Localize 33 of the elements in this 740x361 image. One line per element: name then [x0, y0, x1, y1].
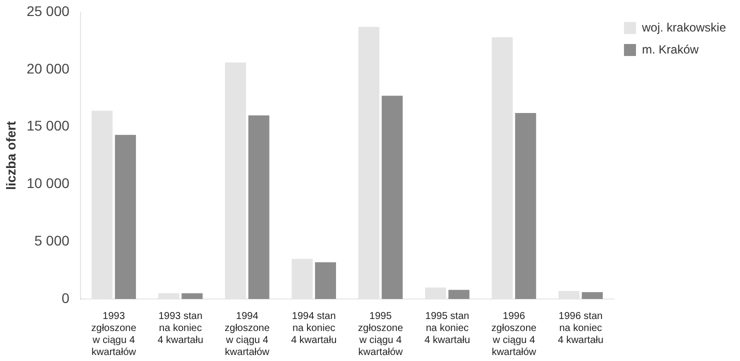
- bar: [582, 292, 603, 299]
- bar: [382, 96, 403, 299]
- legend-label: m. Kraków: [642, 42, 699, 56]
- x-tick-label: 1996 zgłoszone w ciągu 4 kwartałów: [491, 310, 537, 358]
- bar: [224, 62, 246, 299]
- bar: [248, 115, 270, 299]
- y-tick-label: 10 000: [26, 175, 70, 192]
- bar: [448, 290, 470, 299]
- y-axis-title: liczba ofert: [3, 120, 18, 190]
- bar: [358, 26, 380, 299]
- bar: [515, 113, 536, 299]
- x-tick-label: 1996 stan na koniec 4 kwartału: [558, 310, 604, 346]
- x-tick-label: 1993 stan na koniec 4 kwartału: [158, 310, 204, 346]
- y-tick-label: 0: [62, 290, 70, 306]
- legend-label: woj. krakowskie: [640, 20, 726, 34]
- x-tick-label: 1995 zgłoszone w ciągu 4 kwartałów: [358, 310, 404, 358]
- bar: [558, 290, 580, 299]
- bar: [492, 37, 513, 299]
- bar: [315, 262, 336, 299]
- x-tick-label: 1994 stan na koniec 4 kwartału: [291, 310, 337, 346]
- bar: [114, 134, 136, 299]
- y-tick-label: 25 000: [26, 2, 70, 19]
- bar: [292, 258, 313, 299]
- bar: [425, 288, 446, 299]
- bar: [158, 293, 180, 299]
- y-tick-label: 20 000: [26, 60, 70, 76]
- bar: [182, 293, 203, 299]
- x-tick-label: 1993 zgłoszone w ciągu 4 kwartałów: [91, 310, 137, 358]
- x-tick-label: 1995 stan na koniec 4 kwartału: [424, 310, 470, 346]
- x-tick-label: 1994 zgłoszone w ciągu 4 kwartałów: [224, 310, 270, 358]
- y-tick-label: 15 000: [26, 118, 70, 134]
- y-tick-label: 5 000: [34, 232, 70, 248]
- bar: [92, 110, 113, 299]
